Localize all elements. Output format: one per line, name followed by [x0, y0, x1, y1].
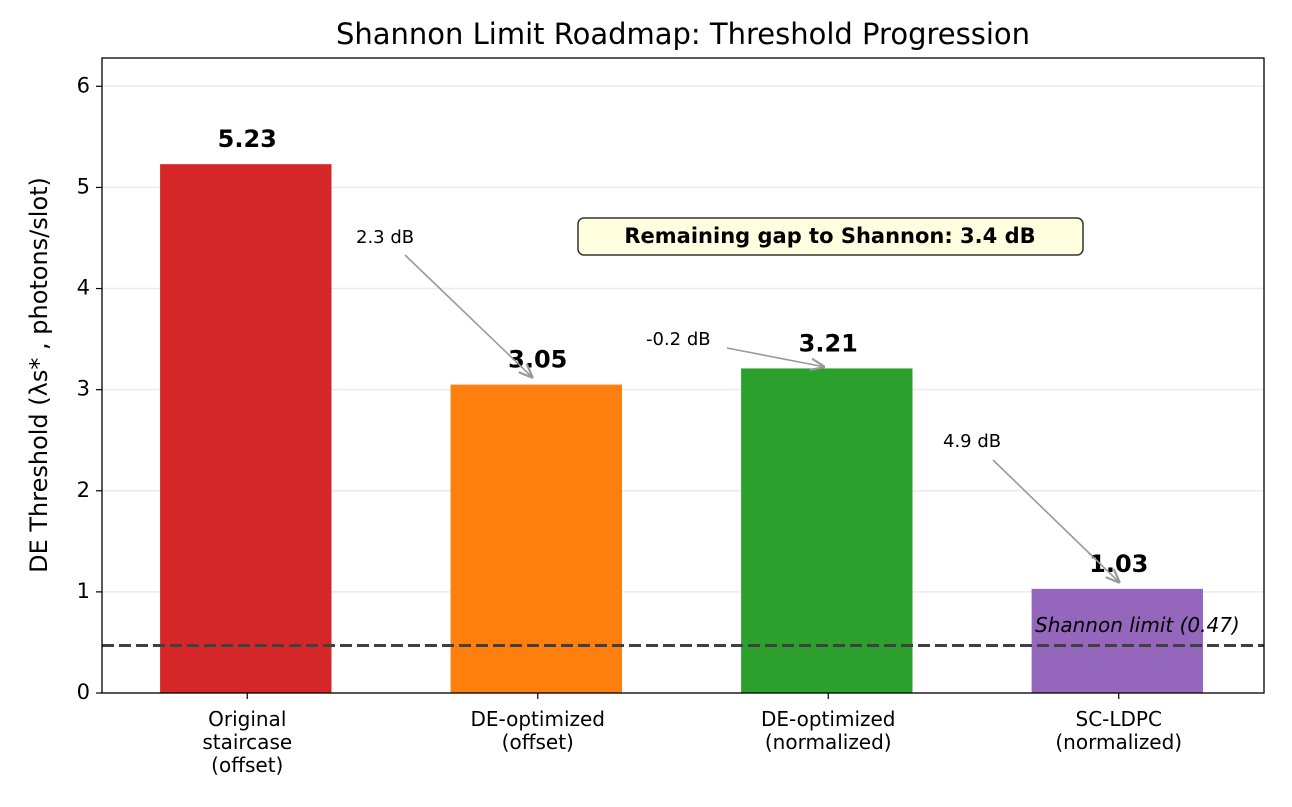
y-tick-label: 1 — [77, 579, 90, 603]
annotation-arrow — [726, 347, 825, 367]
bar — [741, 368, 913, 693]
x-tick-label: SC-LDPC (normalized) — [1055, 707, 1182, 754]
bar — [160, 164, 332, 693]
y-tick-label: 6 — [77, 73, 90, 97]
annotation-arrow — [992, 459, 1120, 583]
annotation: -0.2 dB — [646, 329, 711, 350]
value-label: 3.21 — [799, 329, 858, 357]
annotation: 2.3 dB — [356, 227, 414, 248]
y-tick-label: 3 — [77, 377, 90, 401]
x-tick-label: Original staircase (offset) — [202, 707, 292, 777]
y-tick-label: 0 — [77, 680, 90, 704]
value-label: 1.03 — [1089, 550, 1148, 578]
reference-label: Shannon limit (0.47) — [1035, 613, 1240, 637]
value-label: 3.05 — [508, 346, 567, 374]
annotation: 4.9 dB — [943, 431, 1001, 452]
x-tick-label: DE-optimized (offset) — [471, 707, 606, 754]
gap-text: Remaining gap to Shannon: 3.4 dB — [624, 224, 1035, 248]
y-tick-label: 4 — [77, 276, 90, 300]
value-label: 5.23 — [218, 125, 277, 153]
x-tick-label: DE-optimized (normalized) — [761, 707, 896, 754]
gap-box — [577, 217, 1084, 256]
y-tick-label: 2 — [77, 478, 90, 502]
bar — [450, 384, 622, 693]
annotation-arrow — [404, 254, 533, 378]
bar — [1031, 588, 1203, 693]
y-axis-label: DE Threshold (λs* , photons/slot) — [25, 177, 53, 573]
plot-frame — [101, 57, 1265, 694]
y-tick-label: 5 — [77, 174, 90, 198]
chart-title: Shannon Limit Roadmap: Threshold Progres… — [336, 17, 1030, 51]
